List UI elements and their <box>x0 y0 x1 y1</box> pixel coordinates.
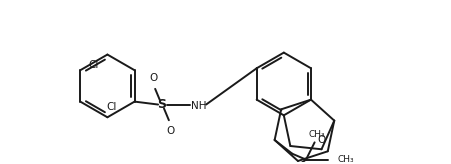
Text: O: O <box>149 73 157 83</box>
Text: S: S <box>157 98 166 111</box>
Text: NH: NH <box>190 101 206 111</box>
Text: O: O <box>166 126 175 136</box>
Text: Cl: Cl <box>88 60 99 70</box>
Text: O: O <box>317 135 325 145</box>
Text: CH₃: CH₃ <box>308 130 324 139</box>
Text: CH₃: CH₃ <box>336 155 353 164</box>
Text: Cl: Cl <box>106 102 116 112</box>
